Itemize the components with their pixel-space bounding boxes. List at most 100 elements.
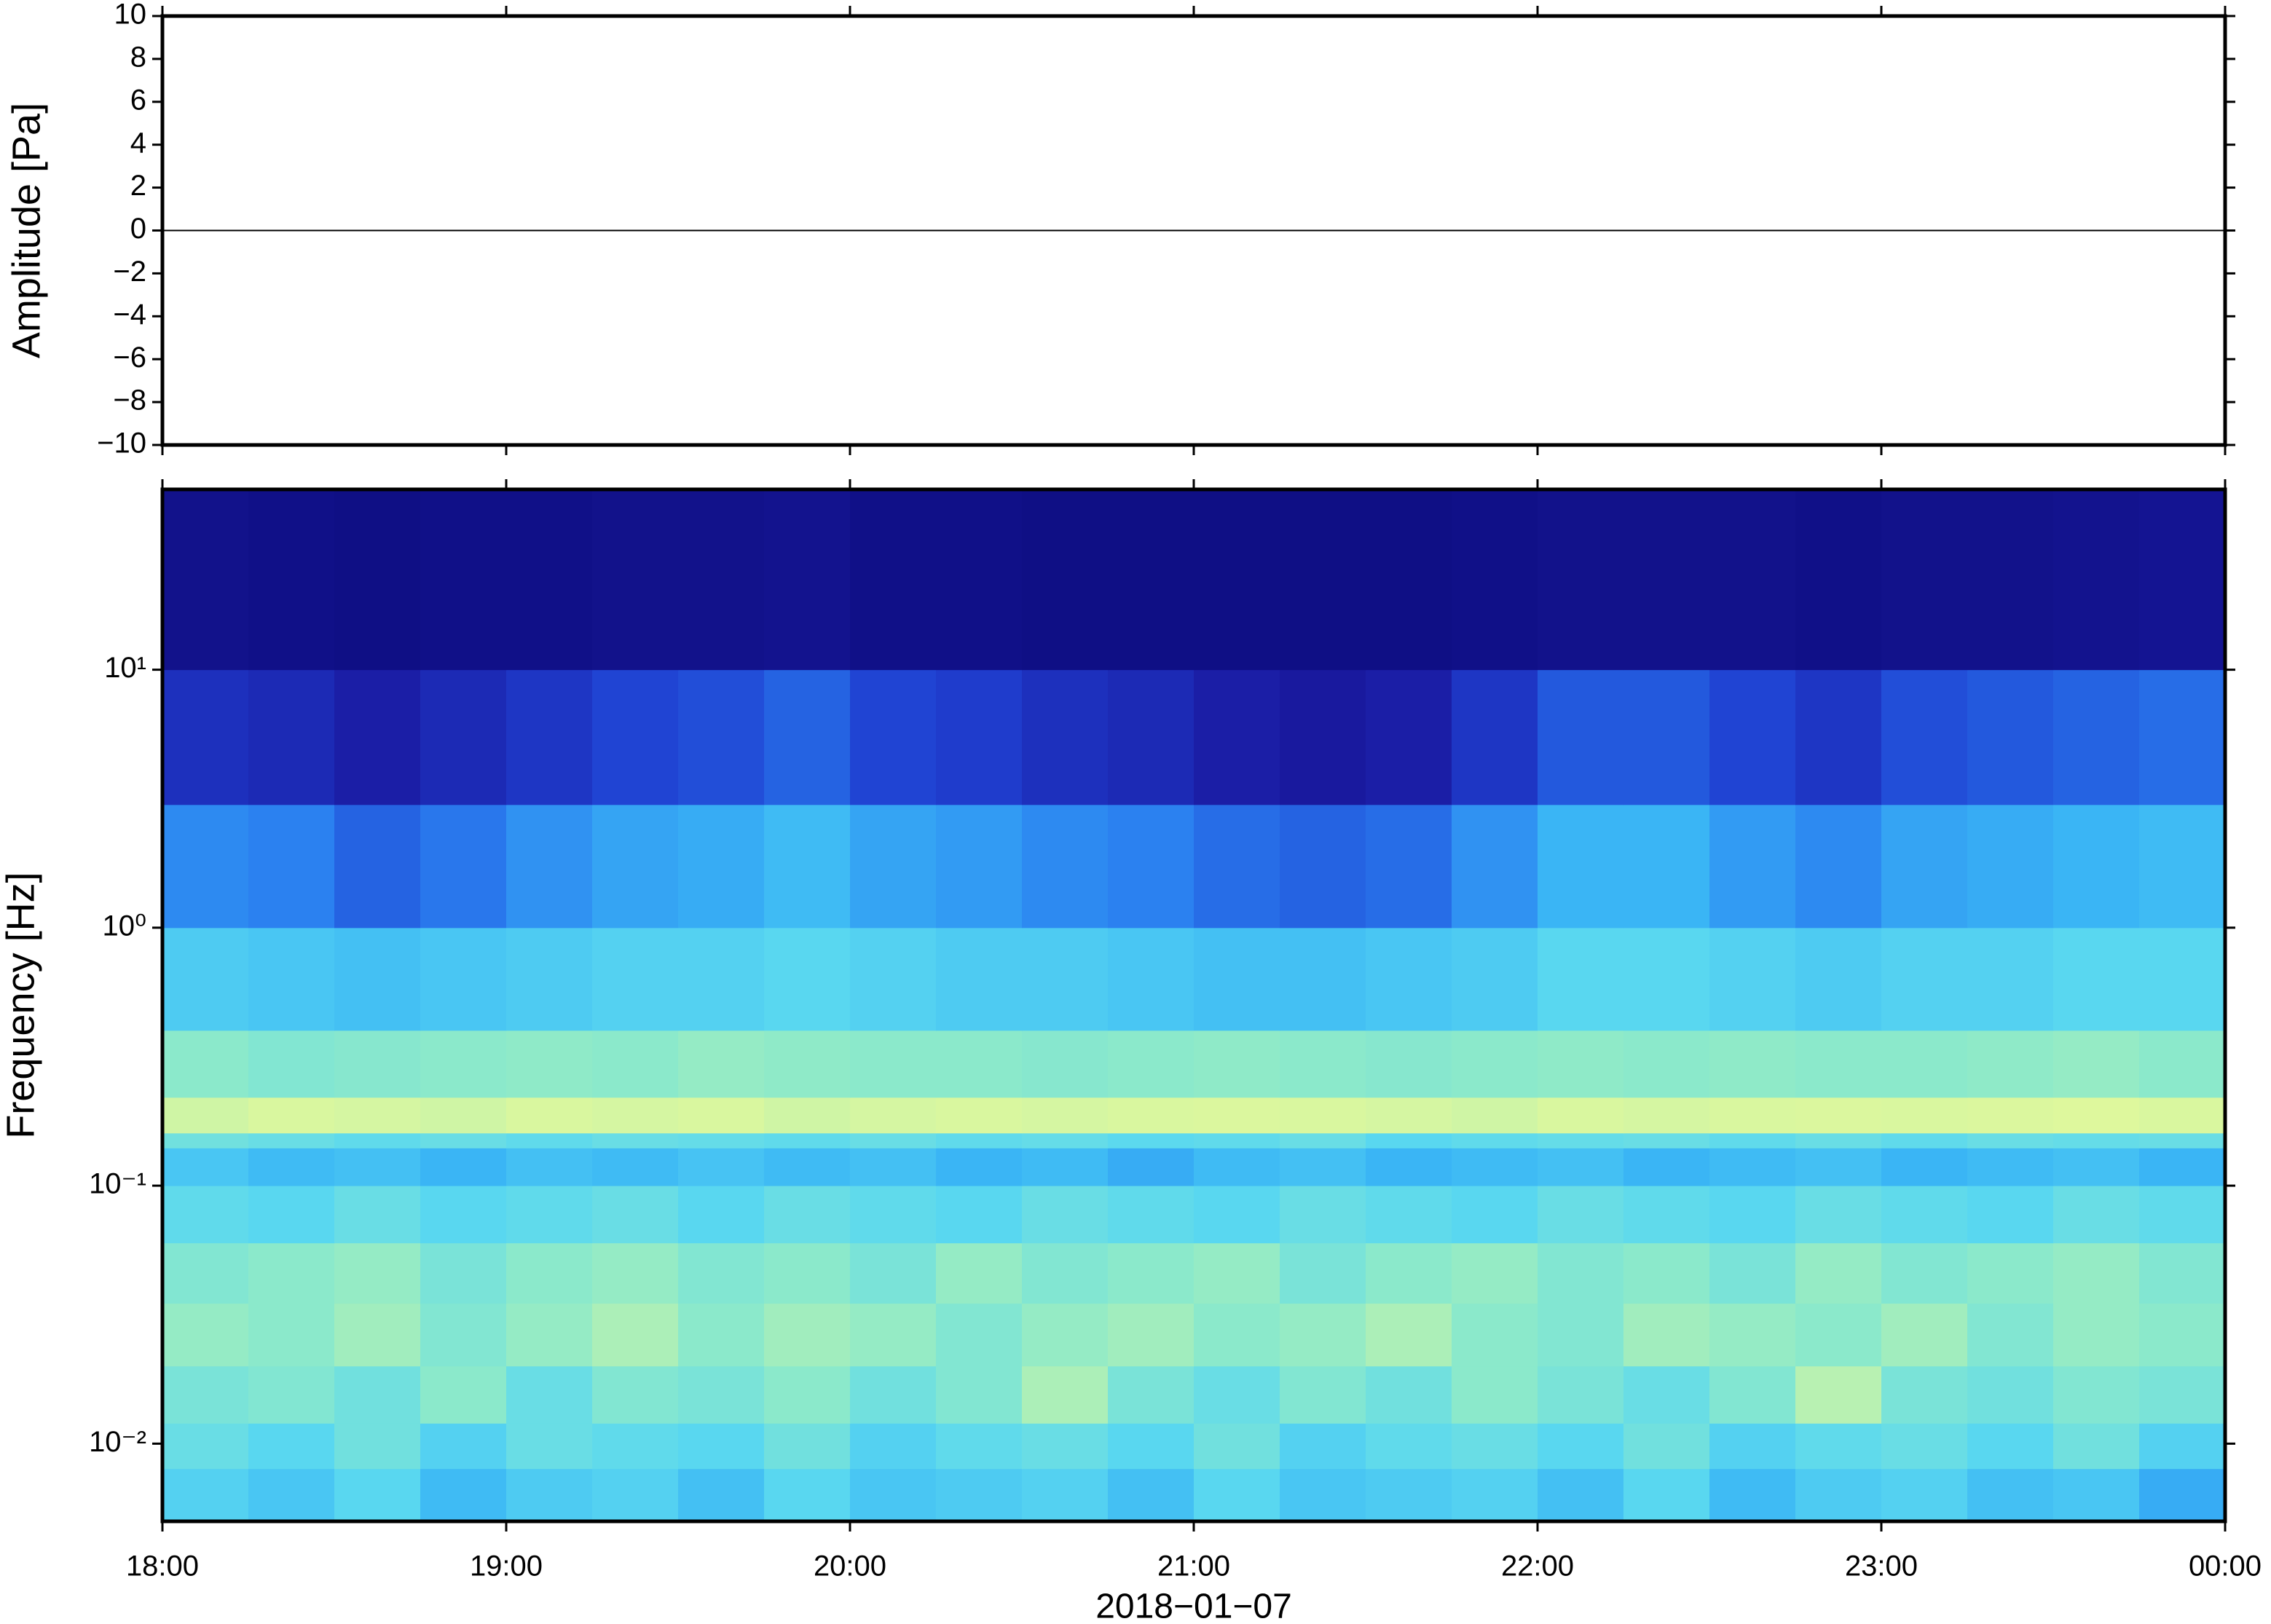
spectrogram-cell (1280, 1186, 1366, 1244)
spectrogram-cell (1967, 1423, 2054, 1470)
spectrogram-cell (1967, 1365, 2054, 1424)
spectrogram-cell (1366, 804, 1452, 929)
spectrogram-cell (850, 1030, 937, 1098)
spectrogram-cell (506, 1186, 593, 1244)
spectrogram-cell (1623, 1186, 1710, 1244)
spectrogram-cell (1538, 1242, 1624, 1304)
spectrogram-cell (936, 1097, 1023, 1134)
spectrogram-cell (1452, 1186, 1538, 1244)
spectrogram-cell (1623, 489, 1710, 671)
spectrogram-cell (1194, 1186, 1280, 1244)
spectrogram-cell (2053, 1242, 2140, 1304)
spectrogram-cell (764, 1148, 851, 1186)
spectrogram-cell (1709, 1423, 1796, 1470)
spectrogram-cell (1538, 804, 1624, 929)
spectrogram-cell (1538, 1148, 1624, 1186)
spectrogram-cell (1709, 1186, 1796, 1244)
spectrogram-cell (1366, 1148, 1452, 1186)
spectrogram-cell (592, 1132, 679, 1148)
spectrogram-cell (506, 1132, 593, 1148)
spectrogram-cell (2053, 1423, 2140, 1470)
spectrogram-cell (420, 1423, 507, 1470)
spectrogram-cell (1280, 1242, 1366, 1304)
spectrogram-cell (764, 1186, 851, 1244)
spectrogram-cell (506, 1242, 593, 1304)
spectrogram-cell (1280, 1468, 1366, 1522)
spectrogram-cell (420, 1097, 507, 1134)
spectrogram-cell (506, 1365, 593, 1424)
spectrogram-cell (2139, 1097, 2226, 1134)
spectrogram-cell (2139, 1132, 2226, 1148)
spectrogram-cell (1280, 1030, 1366, 1098)
spectrogram-cell (2139, 1030, 2226, 1098)
spectrogram-cell (592, 1468, 679, 1522)
spectrogram-cell (1452, 1148, 1538, 1186)
y-tick-label: 10 (114, 0, 147, 31)
spectrogram-cell (506, 1030, 593, 1098)
spectrogram-cell (334, 1148, 421, 1186)
spectrogram-cell (1709, 1097, 1796, 1134)
spectrogram-cell (936, 1365, 1023, 1424)
spectrogram-cell (162, 1423, 249, 1470)
x-tick-label: 22:00 (1501, 1550, 1574, 1582)
spectrogram-cell (2053, 669, 2140, 805)
spectrogram-cell (1795, 1030, 1882, 1098)
y-tick-label: −2 (113, 256, 146, 288)
spectrogram-cell (592, 1148, 679, 1186)
spectrogram-cell (592, 489, 679, 671)
spectrogram-cell (1795, 1132, 1882, 1148)
spectrogram-cell (1022, 927, 1109, 1031)
spectrogram-cell (1022, 1132, 1109, 1148)
spectrogram-cell (2139, 927, 2226, 1031)
spectrogram-cell (1280, 1365, 1366, 1424)
spectrogram-cell (248, 927, 335, 1031)
spectrogram-cell (1108, 1186, 1194, 1244)
spectrogram-cell (1881, 1303, 1968, 1367)
spectrogram-cell (1194, 1423, 1280, 1470)
x-tick-label: 00:00 (2189, 1550, 2262, 1582)
spectrogram-cell (1366, 489, 1452, 671)
spectrogram-cell (1623, 1468, 1710, 1522)
spectrogram-cell (2053, 1148, 2140, 1186)
spectrogram-cell (1108, 1030, 1194, 1098)
y-tick-label: −8 (113, 385, 146, 417)
y-tick-label: 6 (130, 84, 146, 116)
spectrogram-cell (1967, 669, 2054, 805)
spectrogram-cell (678, 1365, 765, 1424)
spectrogram-cell (1022, 1423, 1109, 1470)
spectrogram-cell (678, 1148, 765, 1186)
spectrogram-cell (1795, 1423, 1882, 1470)
spectrogram-cell (1366, 1242, 1452, 1304)
spectrogram-cell (936, 1030, 1023, 1098)
spectrogram-cell (1280, 1303, 1366, 1367)
spectrogram-cell (248, 1468, 335, 1522)
spectrogram-cell (764, 1365, 851, 1424)
spectrogram-cell (1452, 1468, 1538, 1522)
spectrogram-cell (162, 804, 249, 929)
spectrogram-cell (764, 1097, 851, 1134)
spectrogram-cell (1538, 927, 1624, 1031)
spectrogram-cell (1194, 669, 1280, 805)
spectrogram-cell (1623, 804, 1710, 929)
spectrogram-cell (1366, 927, 1452, 1031)
spectrogram-cell (2139, 1148, 2226, 1186)
y-tick-label: 8 (130, 41, 146, 73)
spectrogram-cell (592, 1030, 679, 1098)
spectrogram-cell (2139, 489, 2226, 671)
spectrogram-cell (1795, 1242, 1882, 1304)
spectrogram-cell (764, 489, 851, 671)
spectrogram-cell (764, 1303, 851, 1367)
spectrogram-cell (1538, 669, 1624, 805)
spectrogram-cell (162, 669, 249, 805)
spectrogram-cell (1538, 1186, 1624, 1244)
spectrogram-cell (1022, 1186, 1109, 1244)
spectrogram-cell (1194, 1365, 1280, 1424)
y-axis-label: Amplitude [Pa] (4, 103, 48, 358)
spectrogram-cell (248, 804, 335, 929)
spectrogram-cell (334, 1132, 421, 1148)
spectrogram-cell (1366, 1423, 1452, 1470)
spectrogram-cell (2139, 1242, 2226, 1304)
spectrogram-cell (1108, 669, 1194, 805)
spectrogram-cell (1452, 1242, 1538, 1304)
